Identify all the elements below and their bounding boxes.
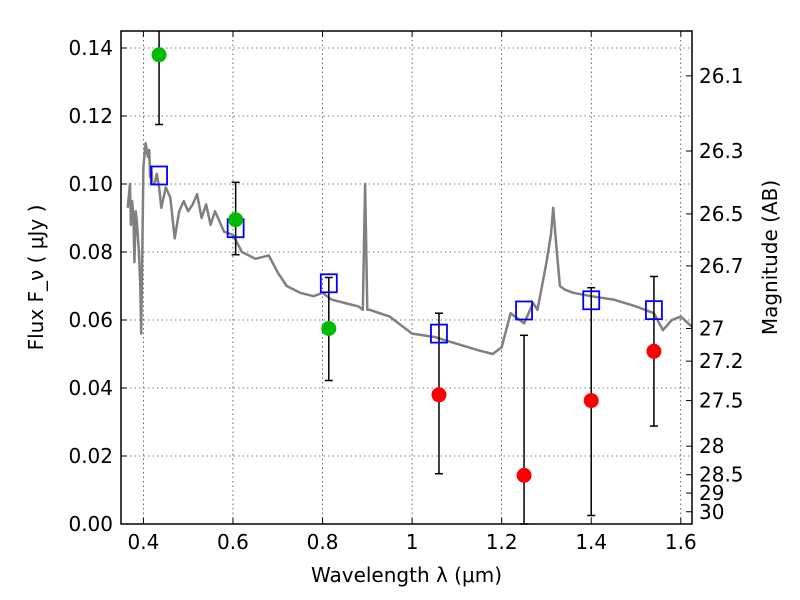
plot-frame (120, 30, 693, 525)
model-band-marker (430, 323, 448, 344)
right-tick-label: 29 (699, 481, 724, 505)
right-tick-label: 27.5 (699, 389, 744, 413)
x-tick-label: 0.4 (127, 530, 159, 554)
right-tick-label: 27.2 (699, 349, 744, 373)
nondetection-point (431, 387, 447, 403)
y-tick-label: 0.08 (68, 240, 113, 264)
error-bars (155, 31, 658, 525)
y-tick-label: 0.14 (68, 36, 113, 60)
x-tick-label: 0.6 (217, 530, 249, 554)
y-tick-label: 0.10 (68, 172, 113, 196)
model-band-marker (645, 300, 663, 321)
x-tick-label: 1.6 (665, 530, 697, 554)
x-tick-label: 0.8 (307, 530, 339, 554)
axis-labels: Wavelength λ (μm) Flux F_ν ( μJy ) Magni… (24, 180, 782, 587)
nondetection-point (583, 393, 599, 409)
grid (121, 31, 692, 525)
detection-point (228, 212, 244, 228)
right-tick-label: 26.1 (699, 64, 744, 88)
right-tick-label: 28.5 (699, 463, 744, 487)
y-tick-label: 0.00 (68, 512, 113, 536)
x-tick-label: 1 (406, 530, 419, 554)
y-tick-label: 0.04 (68, 376, 113, 400)
detection-point (151, 47, 167, 63)
model-sed-line (126, 141, 693, 356)
model-sed-layer (126, 141, 693, 356)
x-tick-label: 1.4 (575, 530, 607, 554)
model-band-marker (515, 300, 533, 321)
right-tick-label: 27 (699, 317, 724, 341)
axis-ticks: 0.4 0.6 0.8 1 1.2 1.4 1.6 0.00 0.02 0.04 0.06 0.08 0… (68, 31, 744, 554)
right-tick-label: 30 (699, 500, 724, 524)
nondetection-point (646, 343, 662, 359)
right-tick-label: 28 (699, 434, 724, 458)
nondetection-point (516, 467, 532, 483)
x-tick-label: 1.2 (486, 530, 518, 554)
model-band-marker (150, 165, 168, 186)
model-band-marker (582, 290, 601, 311)
right-tick-label: 26.3 (699, 139, 744, 163)
model-band-marker (319, 273, 338, 294)
x-axis-label: Wavelength λ (μm) (311, 563, 502, 587)
right-axis-label: Magnitude (AB) (758, 180, 782, 335)
y-axis-label: Flux F_ν ( μJy ) (24, 205, 48, 351)
detection-point (321, 321, 337, 336)
y-tick-label: 0.06 (68, 308, 113, 332)
right-tick-label: 26.5 (699, 202, 744, 226)
data-points (150, 47, 663, 483)
y-tick-label: 0.12 (68, 104, 113, 128)
right-tick-label: 26.7 (699, 254, 744, 278)
y-tick-label: 0.02 (68, 444, 113, 468)
